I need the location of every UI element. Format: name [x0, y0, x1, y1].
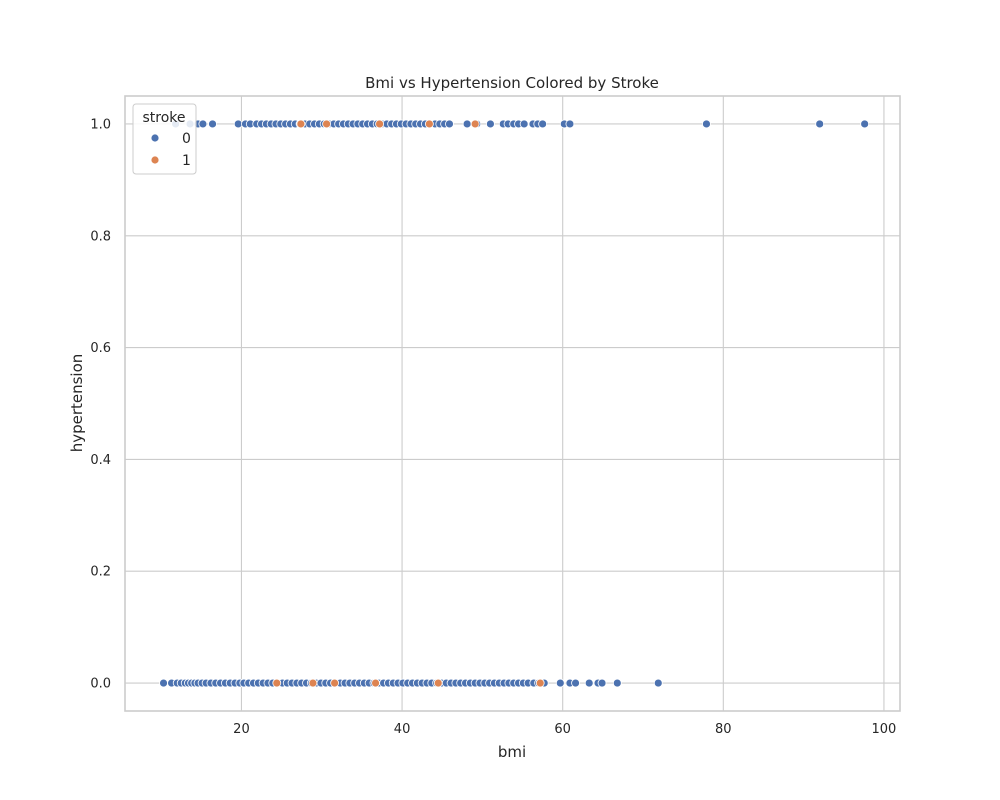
- data-point-stroke-0: [233, 119, 243, 129]
- x-tick-label: 40: [394, 722, 411, 737]
- legend-title: stroke: [142, 110, 185, 126]
- legend-marker-stroke-0: [151, 134, 159, 142]
- y-tick-label: 0.0: [90, 677, 111, 692]
- data-point-stroke-1: [322, 119, 331, 129]
- data-point-stroke-1: [308, 678, 318, 688]
- data-point-stroke-0: [486, 119, 495, 129]
- data-point-stroke-0: [159, 678, 168, 688]
- chart-title: Bmi vs Hypertension Colored by Stroke: [365, 74, 659, 92]
- data-point-stroke-0: [445, 119, 454, 129]
- data-point-stroke-0: [653, 678, 663, 688]
- data-point-stroke-0: [565, 119, 575, 129]
- y-tick-label: 0.4: [90, 453, 111, 468]
- legend-label-stroke-1: 1: [182, 153, 191, 169]
- data-point-stroke-0: [208, 119, 217, 129]
- data-point-stroke-1: [424, 119, 434, 129]
- data-point-stroke-1: [470, 119, 480, 129]
- data-point-stroke-0: [584, 678, 594, 688]
- plot-frame: [124, 95, 901, 712]
- data-point-stroke-1: [296, 119, 306, 129]
- data-point-stroke-1: [535, 678, 545, 688]
- x-tick-label: 20: [233, 722, 250, 737]
- x-tick-label: 100: [872, 722, 897, 737]
- data-point-stroke-0: [555, 678, 565, 688]
- points-layer: [159, 119, 870, 688]
- x-axis-label: bmi: [498, 743, 526, 761]
- y-axis-label: hypertension: [68, 354, 86, 453]
- data-point-stroke-1: [272, 678, 282, 688]
- legend-label-stroke-0: 0: [182, 131, 191, 147]
- data-point-stroke-0: [702, 119, 711, 129]
- data-point-stroke-0: [612, 678, 622, 688]
- data-point-stroke-0: [860, 119, 870, 129]
- y-tick-label: 0.8: [90, 229, 111, 244]
- data-point-stroke-0: [597, 678, 607, 688]
- data-point-stroke-0: [519, 119, 529, 129]
- data-point-stroke-0: [198, 119, 208, 129]
- legend-box: [132, 103, 197, 175]
- y-tick-label: 0.6: [90, 341, 111, 356]
- data-point-stroke-1: [371, 678, 380, 688]
- data-point-stroke-0: [571, 678, 580, 688]
- y-tick-label: 1.0: [90, 117, 111, 132]
- x-tick-label: 60: [554, 722, 571, 737]
- legend: stroke 0 1: [132, 103, 197, 175]
- ticks-layer: 20 40 60 80 100 0.0 0.2 0.4 0.6 0.8 1.0: [90, 117, 896, 737]
- y-tick-label: 0.2: [90, 565, 111, 580]
- data-point-stroke-1: [375, 119, 384, 129]
- data-point-stroke-0: [538, 119, 548, 129]
- data-point-stroke-1: [433, 678, 443, 688]
- data-point-stroke-0: [815, 119, 825, 129]
- data-point-stroke-0: [462, 119, 472, 129]
- data-point-stroke-1: [330, 678, 340, 688]
- legend-marker-stroke-1: [151, 156, 159, 164]
- x-tick-label: 80: [715, 722, 732, 737]
